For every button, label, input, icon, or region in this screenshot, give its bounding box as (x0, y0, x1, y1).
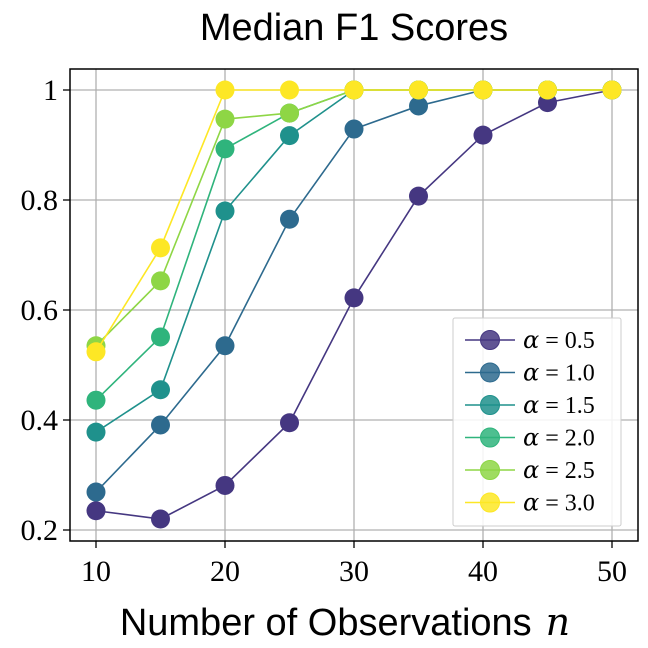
data-point (409, 96, 428, 116)
x-tick-label: 40 (468, 555, 498, 588)
x-axis-label-text: Number of Observations (120, 602, 532, 644)
data-point (344, 119, 364, 139)
legend-label: α = 0.5 (523, 326, 595, 354)
x-tick-label: 10 (81, 555, 111, 588)
data-point (215, 201, 235, 221)
legend-item: α = 1.5 (465, 391, 595, 419)
x-axis-label: Number of Observations n (120, 600, 570, 644)
data-point (409, 80, 428, 100)
legend-marker (480, 395, 500, 415)
data-point (344, 80, 364, 100)
data-point (409, 186, 428, 206)
y-tick-label: 0.6 (21, 294, 59, 327)
data-point (215, 475, 235, 495)
legend-label: α = 3.0 (523, 489, 595, 517)
legend-label: α = 1.0 (523, 359, 595, 387)
data-point (280, 103, 299, 123)
data-point (86, 390, 106, 410)
legend-marker (480, 330, 500, 350)
data-point (215, 336, 235, 356)
y-tick-label: 0.2 (21, 514, 59, 547)
data-point (473, 80, 493, 100)
data-point (86, 422, 106, 442)
legend-item: α = 2.5 (465, 456, 595, 484)
legend-item: α = 3.0 (465, 489, 595, 517)
data-point (151, 271, 170, 291)
data-point (151, 327, 170, 347)
series-3.0 (86, 80, 622, 362)
data-point (151, 380, 170, 400)
data-point (86, 482, 106, 502)
data-point (473, 125, 493, 145)
series-layer (86, 80, 622, 529)
x-tick-label: 20 (210, 555, 240, 588)
legend-item: α = 0.5 (465, 326, 595, 354)
legend-marker (480, 427, 500, 448)
data-point (151, 415, 170, 435)
legend-label: α = 2.5 (523, 456, 595, 484)
legend-item: α = 2.0 (465, 424, 595, 452)
legend: α = 0.5 α = 1.0 α = 1.5 α = 2.0 α = 2.5 α = 3… (452, 317, 622, 527)
data-point (215, 80, 235, 100)
data-point (538, 80, 557, 100)
legend-marker (480, 460, 500, 480)
axis-ticks: 10 20 30 40 50 0.2 0.4 0.6 0.8 1 (21, 74, 628, 588)
x-tick-label: 50 (597, 555, 627, 588)
data-point (215, 109, 235, 129)
x-tick-label: 30 (339, 555, 369, 588)
y-tick-label: 1 (43, 74, 58, 107)
data-point (280, 126, 299, 146)
y-tick-label: 0.4 (21, 404, 59, 437)
data-point (280, 413, 299, 433)
x-axis-label-variable: n (546, 600, 570, 644)
legend-label: α = 1.5 (523, 391, 595, 419)
data-point (280, 80, 299, 100)
legend-marker (480, 362, 500, 383)
data-point (86, 501, 106, 521)
legend-marker (480, 492, 500, 513)
data-point (151, 509, 170, 529)
data-point (86, 342, 106, 362)
y-tick-label: 0.8 (21, 184, 59, 217)
legend-item: α = 1.0 (465, 359, 595, 387)
data-point (344, 288, 364, 308)
legend-label: α = 2.0 (523, 424, 595, 452)
chart-title: Median F1 Scores (200, 7, 508, 49)
data-point (602, 80, 622, 100)
data-point (215, 139, 235, 159)
data-point (280, 209, 299, 229)
data-point (151, 238, 170, 258)
